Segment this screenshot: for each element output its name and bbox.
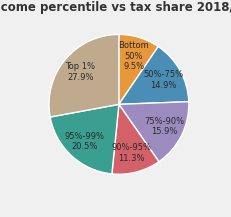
- Text: Top 1%
27.9%: Top 1% 27.9%: [65, 62, 95, 82]
- Text: 75%-90%
15.9%: 75%-90% 15.9%: [143, 117, 183, 136]
- Title: Income percentile vs tax share 2018/19: Income percentile vs tax share 2018/19: [0, 1, 231, 14]
- Wedge shape: [50, 104, 118, 174]
- Wedge shape: [118, 35, 158, 104]
- Wedge shape: [118, 46, 188, 104]
- Wedge shape: [118, 102, 188, 162]
- Text: 95%-99%
20.5%: 95%-99% 20.5%: [64, 132, 104, 151]
- Text: 50%-75%
14.9%: 50%-75% 14.9%: [142, 70, 182, 90]
- Wedge shape: [111, 104, 158, 174]
- Text: 90%-95%
11.3%: 90%-95% 11.3%: [111, 143, 151, 163]
- Wedge shape: [49, 35, 118, 117]
- Text: Bottom
50%
9.5%: Bottom 50% 9.5%: [118, 41, 149, 71]
